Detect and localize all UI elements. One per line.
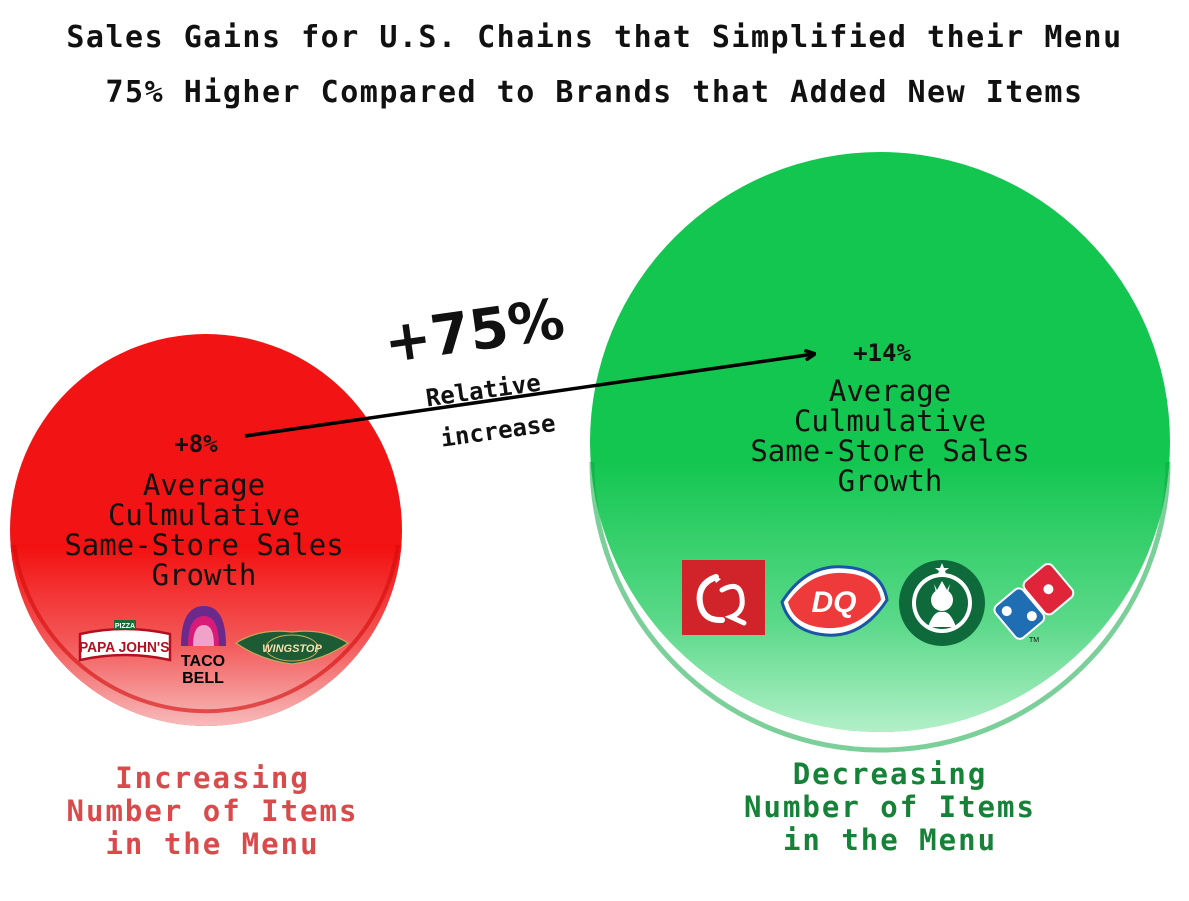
category-line: in the Menu bbox=[105, 827, 320, 861]
metric-label-decreasing: Average Culmulative Same-Store Sales Gro… bbox=[750, 374, 1029, 498]
category-line: Number of Items bbox=[744, 790, 1036, 824]
category-line: Decreasing bbox=[792, 757, 988, 791]
dq-logo: DQ bbox=[780, 565, 889, 637]
value-label-increasing: +8% bbox=[174, 430, 218, 458]
metric-line: Average bbox=[829, 374, 951, 408]
svg-text:TACO: TACO bbox=[181, 653, 225, 670]
category-line: Increasing bbox=[115, 761, 310, 795]
svg-text:DQ: DQ bbox=[812, 586, 857, 619]
bubble-green-rim bbox=[589, 461, 1171, 753]
annotation-text-line: increase bbox=[439, 409, 557, 453]
annotation-text-line: Relative bbox=[424, 369, 542, 413]
chart-title-line-1: Sales Gains for U.S. Chains that Simplif… bbox=[66, 20, 1123, 55]
relative-increase-arrow bbox=[244, 354, 814, 438]
metric-line: Culmulative bbox=[794, 404, 986, 438]
metric-line: Culmulative bbox=[108, 498, 300, 532]
starbucks-logo bbox=[899, 560, 985, 646]
svg-text:BELL: BELL bbox=[182, 670, 224, 687]
metric-line: Same-Store Sales bbox=[64, 528, 343, 562]
metric-line: Growth bbox=[838, 464, 943, 498]
metric-label-increasing: Average Culmulative Same-Store Sales Gro… bbox=[64, 468, 343, 592]
category-line: in the Menu bbox=[782, 823, 998, 857]
chick-fil-a-logo bbox=[682, 560, 765, 635]
annotation-value: +75% bbox=[380, 287, 568, 377]
chart-title-line-2: 75% Higher Compared to Brands that Added… bbox=[105, 75, 1084, 110]
category-line: Number of Items bbox=[66, 794, 359, 828]
wingstop-logo: WINGSTOP bbox=[234, 630, 350, 665]
metric-line: Average bbox=[143, 468, 265, 502]
svg-text:PAPA JOHN'S: PAPA JOHN'S bbox=[79, 640, 170, 657]
papa-johns-logo: PIZZA PAPA JOHN'S bbox=[78, 620, 172, 662]
metric-line: Same-Store Sales bbox=[750, 434, 1029, 468]
dominos-logo: TM bbox=[993, 562, 1075, 644]
svg-text:WINGSTOP: WINGSTOP bbox=[262, 643, 322, 655]
bubble-red-rim bbox=[12, 544, 400, 714]
value-label-decreasing: +14% bbox=[853, 339, 911, 367]
svg-text:PIZZA: PIZZA bbox=[115, 623, 135, 630]
category-label-decreasing: Decreasing Number of Items in the Menu bbox=[665, 758, 1115, 857]
annotation-text: Relative increase bbox=[424, 369, 557, 453]
category-label-increasing: Increasing Number of Items in the Menu bbox=[0, 762, 425, 861]
taco-bell-logo: TACO BELL bbox=[181, 606, 226, 687]
svg-text:TM: TM bbox=[1029, 637, 1039, 644]
annotation-group: +75% bbox=[380, 287, 568, 377]
metric-line: Growth bbox=[152, 558, 257, 592]
